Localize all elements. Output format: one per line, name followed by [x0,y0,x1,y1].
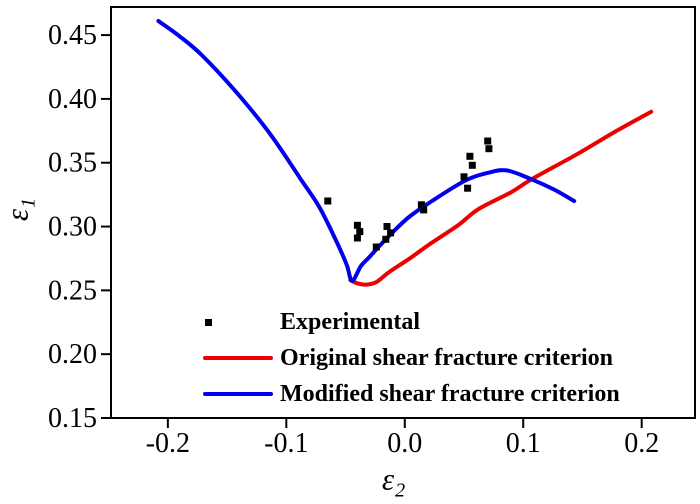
x-axis-tick-label: -0.1 [264,428,308,459]
x-axis-tick-label: -0.2 [146,428,190,459]
experimental-point [383,223,391,230]
x-axis-title-subscript: 2 [395,479,406,502]
y-axis-tick-label: 0.35 [48,148,97,179]
experimental-point [485,145,493,153]
y-axis-tick-label: 0.45 [48,20,97,51]
y-axis-tick-label: 0.40 [48,84,97,115]
experimental-point [356,228,364,236]
series-curve-1 [348,109,654,287]
x-axis-tick-label: 0.2 [624,428,659,459]
experimental-square-marker-icon [205,318,212,326]
y-axis-tick-label: 0.25 [48,275,97,306]
y-axis-tick-label: 0.15 [48,403,97,434]
x-axis-title: ε2 [381,461,405,501]
y-axis-title-subscript: 1 [17,197,40,208]
experimental-point [466,152,474,160]
legend-swatch-area [203,356,280,360]
legend-label-experimental: Experimental [280,309,420,335]
experimental-point [468,161,476,169]
legend-swatch-area [203,318,280,326]
experimental-point [353,234,361,242]
experimental-point [420,206,428,214]
legend-label-modified-criterion: Modified shear fracture criterion [280,381,620,407]
experimental-point [417,201,425,209]
legend-label-original-criterion: Original shear fracture criterion [280,345,614,371]
y-axis-tick-label: 0.30 [48,212,97,243]
experimental-point [382,235,390,243]
experimental-point [484,137,492,145]
y-axis-tick-label: 0.20 [48,339,97,370]
experimental-point [353,221,361,229]
red-line-swatch-icon [203,356,273,360]
experimental-point [372,243,380,251]
x-axis-title-base: ε [381,461,395,497]
plot-frame [110,6,696,419]
legend-item-original-criterion: Original shear fracture criterion [203,340,620,376]
legend: Experimental Original shear fracture cri… [203,304,620,412]
experimental-point [324,197,332,205]
experimental-point [464,184,472,192]
x-axis-tick-label: 0.0 [387,428,422,459]
experimental-point [460,173,468,181]
legend-item-modified-criterion: Modified shear fracture criterion [203,376,620,412]
legend-item-experimental: Experimental [203,304,620,340]
x-axis-tick-label: 0.1 [506,428,541,459]
experimental-point [387,229,395,237]
blue-line-swatch-icon [203,392,273,396]
series-curve-2 [156,19,577,283]
y-axis-title-base: ε [0,208,35,222]
legend-swatch-area [203,392,280,396]
y-axis-title: ε1 [0,198,40,222]
